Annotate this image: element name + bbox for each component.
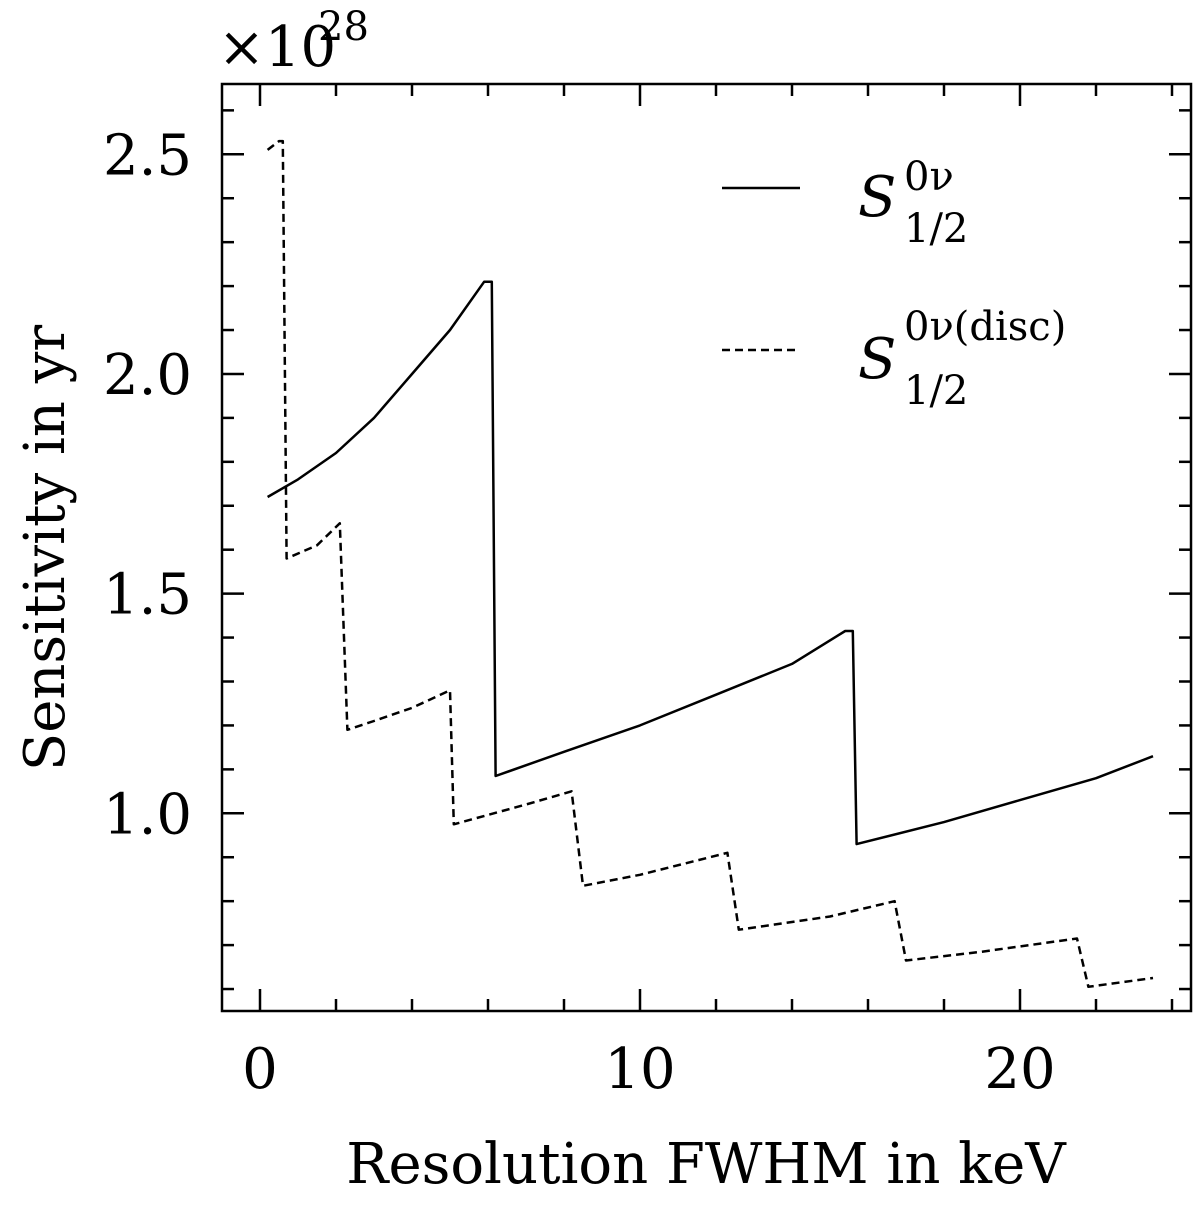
legend-label-s-main: S <box>858 165 896 230</box>
y-axis-label: Sensitivity in yr <box>13 325 78 772</box>
y-tick-label: 2.5 <box>103 123 192 188</box>
y-multiplier-base: ×10 <box>218 15 336 80</box>
x-axis-label: Resolution FWHM in keV <box>346 1132 1067 1197</box>
series-line-sensitivity <box>266 280 1154 846</box>
x-tick-label: 0 <box>242 1037 278 1102</box>
legend-label-s-sub: 1/2 <box>904 206 968 252</box>
series-line-discovery <box>266 139 1154 989</box>
legend-label-sdisc-sub: 1/2 <box>904 368 968 414</box>
legend-label-sdisc-main: S <box>858 327 896 392</box>
x-tick-label: 10 <box>604 1037 675 1102</box>
y-multiplier-exponent: 28 <box>318 4 369 50</box>
plot-frame <box>220 82 1193 1013</box>
legend-label-sdisc-sup: 0ν(disc) <box>904 304 1066 350</box>
legend-label-s-sup: 0ν <box>904 154 954 200</box>
ticks-layer: 0 10 20 1.0 1.5 2.0 2.5 <box>103 84 1191 1102</box>
legend: S 0ν 1/2 S 0ν(disc) 1/2 <box>722 154 1066 414</box>
x-tick-label: 20 <box>984 1037 1055 1102</box>
y-tick-label: 1.0 <box>103 782 192 847</box>
y-tick-label: 1.5 <box>103 563 192 628</box>
y-tick-label: 2.0 <box>103 343 192 408</box>
y-axis-multiplier: ×10 28 <box>218 4 369 80</box>
series-layer <box>266 139 1154 989</box>
